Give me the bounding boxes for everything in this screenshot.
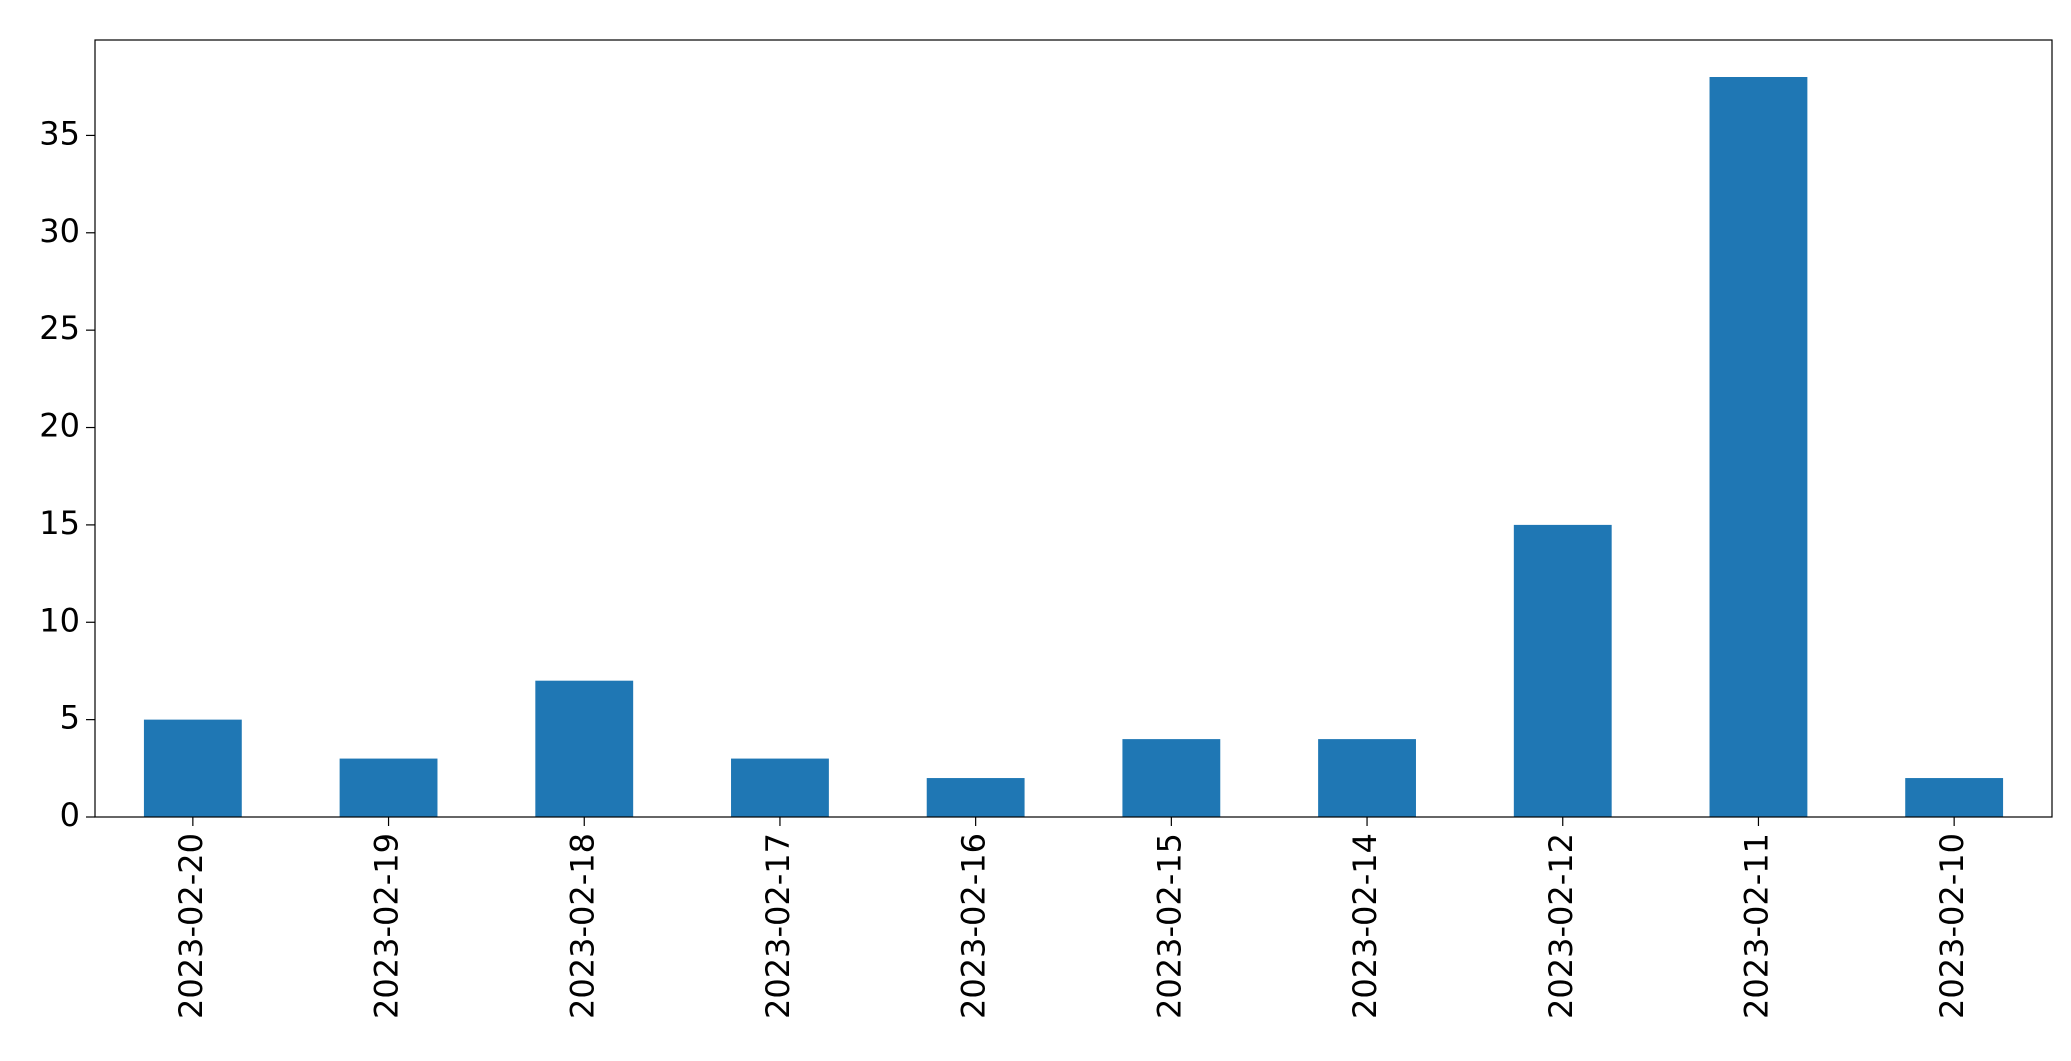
bar (1318, 739, 1416, 817)
y-tick-label: 30 (39, 212, 80, 250)
bar (1122, 739, 1221, 817)
x-tick-label: 2023-02-15 (1150, 833, 1188, 1019)
x-tick-label: 2023-02-18 (563, 833, 601, 1019)
bar (1709, 77, 1808, 817)
x-tick-label: 2023-02-17 (759, 833, 797, 1019)
bar (1905, 778, 2004, 817)
x-tick-label: 2023-02-16 (955, 833, 993, 1019)
y-tick-label: 20 (39, 407, 80, 445)
x-tick-label: 2023-02-19 (368, 833, 406, 1019)
y-tick-label: 10 (39, 601, 80, 639)
x-tick-label: 2023-02-12 (1542, 833, 1580, 1019)
bar (143, 719, 242, 817)
x-tick-label: 2023-02-10 (1933, 833, 1971, 1019)
y-tick-label: 0 (60, 796, 80, 834)
x-tick-label: 2023-02-14 (1346, 833, 1384, 1019)
bar (731, 758, 829, 817)
bar (926, 778, 1025, 817)
y-tick-label: 15 (39, 504, 80, 542)
y-tick-label: 35 (39, 114, 80, 152)
bar (1513, 524, 1612, 817)
bar (339, 758, 438, 817)
x-tick-label: 2023-02-20 (172, 833, 210, 1019)
y-tick-label: 5 (60, 699, 80, 737)
bar (535, 680, 634, 817)
y-tick-label: 25 (39, 309, 80, 347)
x-tick-label: 2023-02-11 (1737, 833, 1775, 1019)
plot-frame (94, 39, 2053, 818)
